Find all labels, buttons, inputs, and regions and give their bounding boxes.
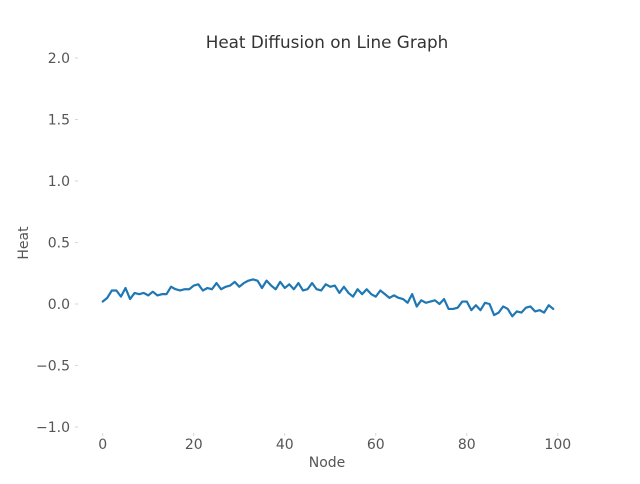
x-tick-label: 100 [544,437,571,453]
chart-title: Heat Diffusion on Line Graph [206,32,449,52]
x-tick-label: 80 [458,437,476,453]
x-tick-label: 40 [276,437,294,453]
x-tick-label: 60 [367,437,385,453]
series-line [101,278,555,318]
series-group [101,278,555,318]
y-axis: −1.0 −0.5 0.0 0.5 1.0 1.5 2.0 [36,51,78,436]
y-tick-label: 0.5 [48,236,70,252]
y-axis-label: Heat [16,226,32,260]
y-tick-label: 2.0 [48,51,70,67]
x-tick-label: 20 [185,437,203,453]
y-tick-label: 1.0 [48,174,70,190]
y-tick-label: −0.5 [36,359,70,375]
y-tick-label: −1.0 [36,420,70,436]
y-tick-label: 0.0 [48,297,70,313]
x-axis: 0 20 40 60 80 100 [98,433,571,453]
x-axis-label: Node [309,455,346,471]
y-tick-label: 1.5 [48,113,70,129]
x-tick-label: 0 [98,437,107,453]
